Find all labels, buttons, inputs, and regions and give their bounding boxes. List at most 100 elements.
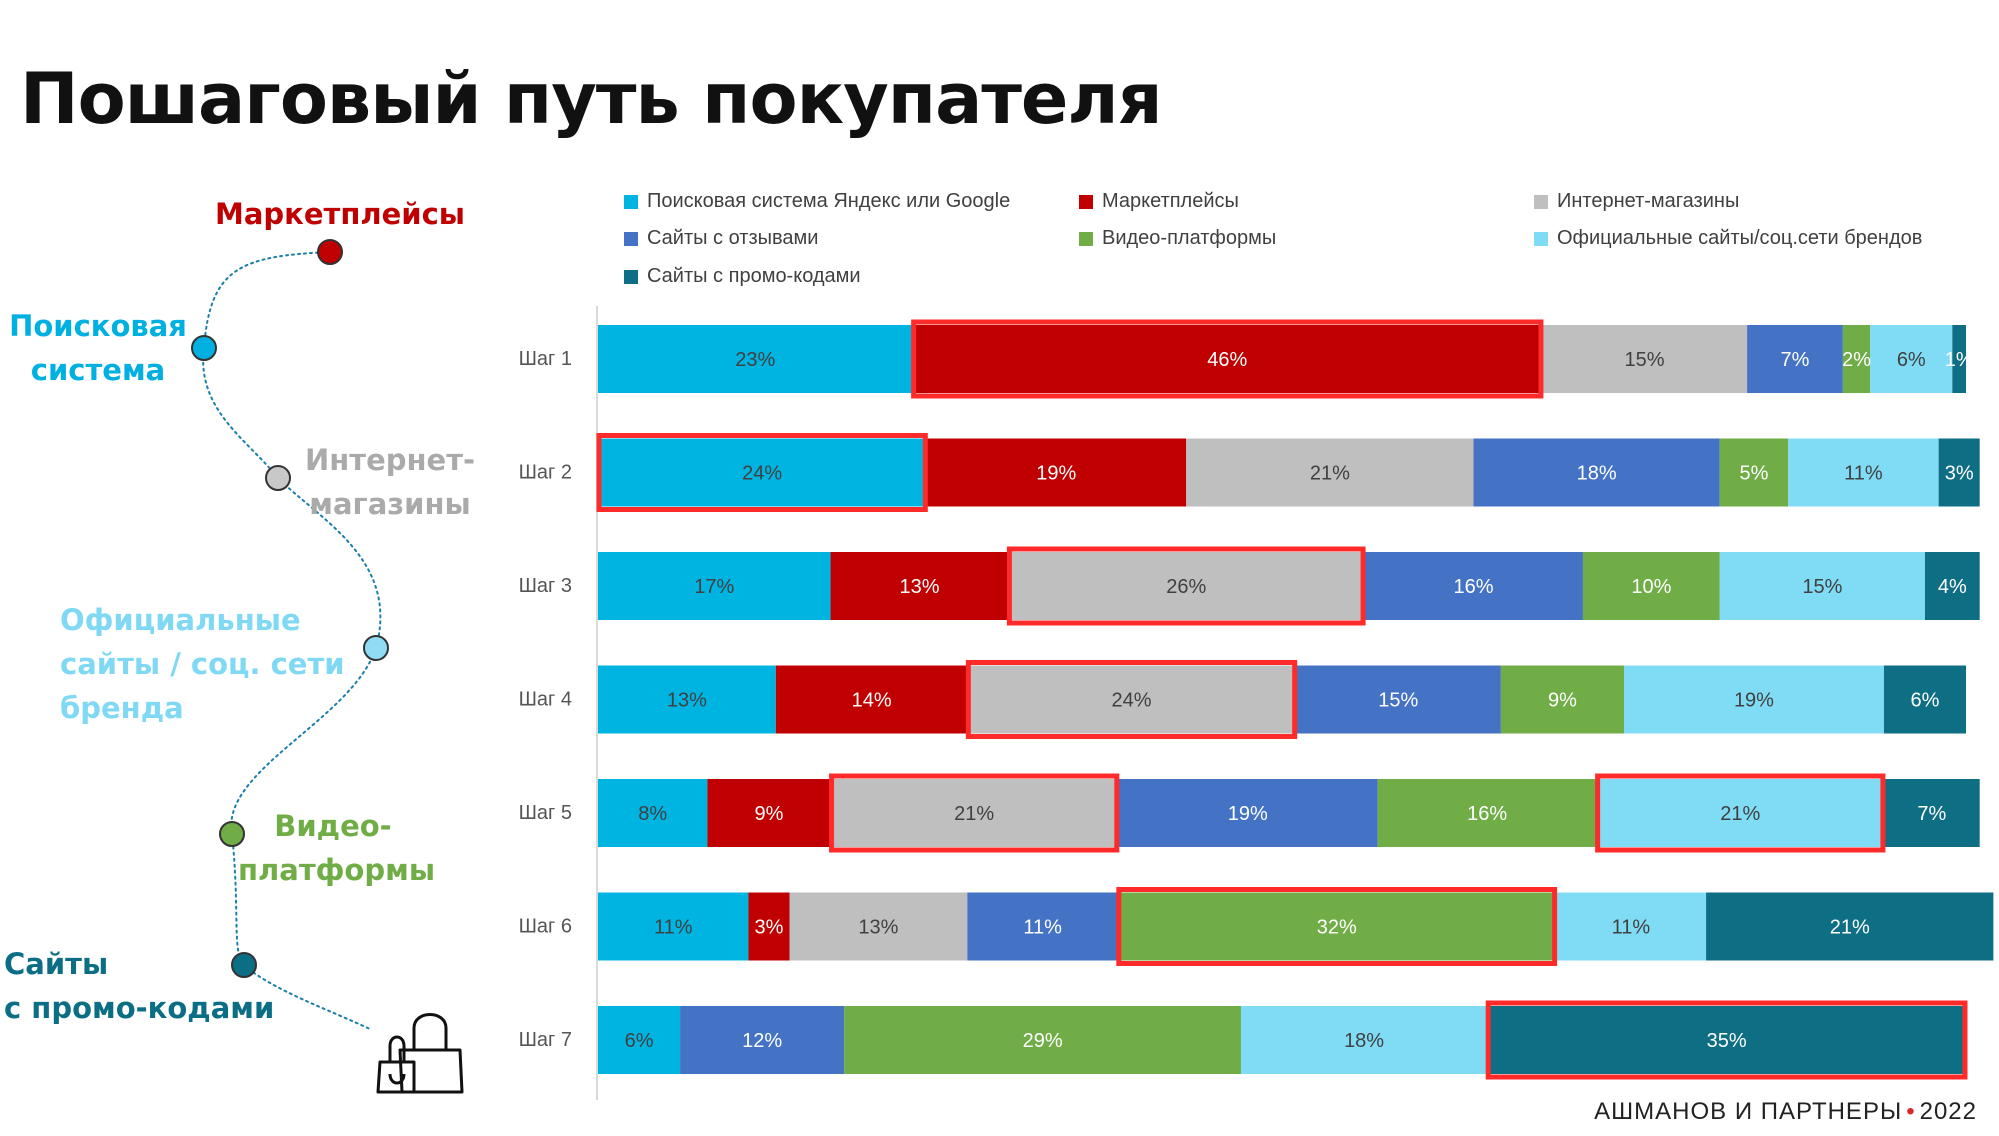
bar-data-label: 6% xyxy=(1911,690,1940,712)
bar-data-label: 32% xyxy=(1317,917,1357,939)
journey-node-online-stores xyxy=(265,465,291,491)
legend-swatch xyxy=(1534,231,1548,246)
bar-data-label: 9% xyxy=(755,803,784,825)
y-tick-label: Шаг 1 xyxy=(519,348,572,370)
shopping-bag-icon xyxy=(376,1013,464,1094)
bar-data-label: 11% xyxy=(1612,917,1651,939)
bar-data-label: 16% xyxy=(1467,803,1507,825)
bar-segment xyxy=(1624,665,1884,734)
bar-data-label: 17% xyxy=(694,576,734,598)
legend-item-video: Видео-платформы xyxy=(1079,227,1276,250)
legend-item-search: Поисковая система Яндекс или Google xyxy=(624,190,1010,213)
legend-swatch xyxy=(624,231,638,246)
y-tick-label: Шаг 3 xyxy=(519,575,572,597)
bar-data-label: 24% xyxy=(742,463,782,485)
bar-data-label: 13% xyxy=(858,917,898,939)
journey-label-promo: Сайты с промо-кодами xyxy=(4,947,275,1025)
bar-segment xyxy=(1295,665,1501,734)
bar-data-label: 11% xyxy=(654,917,693,939)
bar-data-label: 7% xyxy=(1917,803,1946,825)
bar-data-label: 23% xyxy=(735,349,775,371)
highlight-box xyxy=(911,319,1544,399)
bar-data-label: 19% xyxy=(1228,803,1268,825)
bar-data-label: 11% xyxy=(1844,463,1883,485)
bar-data-label: 6% xyxy=(1897,349,1926,371)
bar-segment xyxy=(1788,438,1939,507)
bar-data-label: 13% xyxy=(899,576,939,598)
bar-segment xyxy=(1883,779,1980,847)
bar-segment xyxy=(1719,552,1925,620)
legend-label: Интернет-магазины xyxy=(1557,190,1740,212)
bar-segment xyxy=(1117,892,1556,961)
journey-label-video: Видео- платформы xyxy=(238,809,436,887)
bar-data-label: 4% xyxy=(1938,576,1967,598)
bar-data-label: 21% xyxy=(954,803,994,825)
bar-segment xyxy=(1870,325,1953,393)
bar-segment xyxy=(598,552,831,620)
footer-dot: • xyxy=(1906,1098,1916,1125)
bar-data-label: 19% xyxy=(1036,463,1076,485)
bar-data-label: 9% xyxy=(1548,690,1577,712)
bar-data-label: 15% xyxy=(1625,349,1665,371)
bar-segment xyxy=(912,325,1542,393)
bar-segment xyxy=(1541,325,1748,393)
bar-data-label: 3% xyxy=(755,917,784,939)
legend-label: Официальные сайты/соц.сети брендов xyxy=(1557,227,1923,249)
bar-segment xyxy=(830,779,1118,847)
bar-segment xyxy=(775,665,968,734)
legend-swatch xyxy=(624,194,638,209)
bar-data-label: 7% xyxy=(1781,349,1810,371)
legend-label: Сайты с отзывами xyxy=(647,227,819,249)
highlight-box xyxy=(965,660,1298,739)
legend-item-online-stores: Интернет-магазины xyxy=(1534,190,1739,213)
bar-segment xyxy=(1487,1006,1966,1074)
bar-segment xyxy=(830,552,1009,620)
bar-segment xyxy=(598,779,708,847)
bar-segment xyxy=(598,325,913,393)
bar-data-label: 15% xyxy=(1378,690,1418,712)
journey-node-promo xyxy=(231,952,257,978)
bar-data-label: 18% xyxy=(1344,1030,1384,1052)
bar-data-label: 46% xyxy=(1207,349,1247,371)
bar-data-label: 3% xyxy=(1945,463,1974,485)
bar-data-label: 19% xyxy=(1734,690,1774,712)
bar-segment xyxy=(1008,552,1365,620)
page-title: Пошаговый путь покупателя xyxy=(20,58,1163,140)
highlight-box xyxy=(596,433,928,512)
bar-segment xyxy=(1117,779,1378,847)
bar-segment xyxy=(1364,552,1583,620)
y-tick-label: Шаг 5 xyxy=(519,802,572,824)
bars-layer xyxy=(598,325,1994,1074)
legend-swatch xyxy=(1079,194,1093,209)
bar-data-label: 16% xyxy=(1454,576,1494,598)
legend-item-promo: Сайты с промо-кодами xyxy=(624,265,861,288)
journey-node-marketplaces xyxy=(317,239,343,265)
bar-segment xyxy=(967,665,1296,734)
bar-segment xyxy=(598,665,776,734)
bar-data-label: 5% xyxy=(1740,463,1769,485)
bar-data-label: 10% xyxy=(1631,576,1671,598)
journey-node-search xyxy=(191,335,217,361)
bar-segment xyxy=(1842,325,1871,393)
bar-data-label: 2% xyxy=(1842,349,1871,371)
bar-data-label: 8% xyxy=(638,803,667,825)
journey-node-official-sites xyxy=(363,635,389,661)
bar-segment xyxy=(1186,438,1474,507)
bar-data-label: 26% xyxy=(1166,576,1206,598)
labels-layer: 23% 46% 15% 7% 2% 6% 1% 24% 19% 21% 18% 5% 11% 3% 17% 1… xyxy=(625,349,1974,1052)
bar-segment xyxy=(1240,1006,1488,1074)
footer-year: 2022 xyxy=(1919,1098,1977,1125)
bar-segment xyxy=(1555,892,1707,961)
bar-data-label: 29% xyxy=(1023,1030,1063,1052)
highlight-box xyxy=(1485,1000,1968,1080)
journey-label-online-stores: Интернет- магазины xyxy=(304,443,476,521)
journey-label-official-sites: Официальные сайты / соц. сети бренда xyxy=(60,603,345,725)
bar-data-label: 21% xyxy=(1720,803,1760,825)
bar-segment xyxy=(1596,779,1884,847)
bar-segment xyxy=(1747,325,1843,393)
bar-data-label: 21% xyxy=(1310,463,1350,485)
bar-data-label: 13% xyxy=(667,690,707,712)
highlight-box xyxy=(1116,887,1558,966)
journey-label-search: Поисковая система xyxy=(9,309,187,387)
